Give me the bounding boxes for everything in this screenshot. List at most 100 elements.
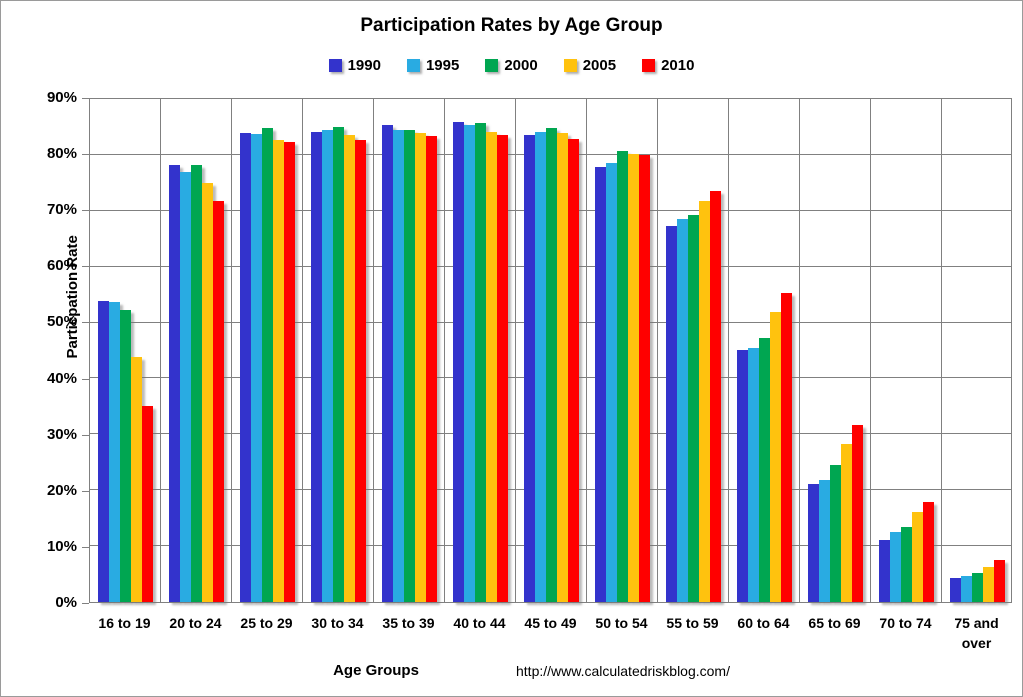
bar-1990-16-to-19 (98, 300, 109, 602)
bar-1990-70-to-74 (879, 539, 890, 602)
category-column-35-to-39 (374, 99, 445, 602)
bar-2005-35-to-39 (415, 132, 426, 602)
x-tick-label-65-to-69: 65 to 69 (808, 615, 861, 631)
x-tick-label-70-to-74: 70 to 74 (879, 615, 932, 631)
bar-2000-16-to-19 (120, 310, 131, 602)
x-tick-label-75-and-over: 75 and over (954, 615, 999, 652)
bar-1990-65-to-69 (808, 484, 819, 602)
y-tick-label-40: 40% (46, 369, 77, 387)
legend-item-1990: 1990 (328, 57, 381, 74)
bar-1990-20-to-24 (169, 165, 180, 602)
legend: 1990 1995 2000 2005 2010 (1, 57, 1022, 74)
legend-item-2005: 2005 (563, 57, 617, 74)
y-tick-mark-20 (82, 490, 89, 492)
bar-2010-55-to-59 (710, 191, 721, 602)
bar-2010-20-to-24 (213, 201, 224, 602)
bar-2000-60-to-64 (759, 337, 770, 602)
y-tick-mark-10 (82, 546, 89, 548)
bar-2005-30-to-34 (344, 134, 355, 602)
bar-2005-70-to-74 (912, 511, 923, 602)
category-column-20-to-24 (161, 99, 232, 602)
bar-2005-45-to-49 (557, 132, 568, 602)
bar-1995-70-to-74 (890, 532, 901, 602)
category-column-16-to-19 (90, 99, 161, 602)
legend-swatch-2005 (563, 59, 577, 72)
bar-1995-20-to-24 (180, 172, 191, 602)
bar-2005-60-to-64 (770, 311, 781, 602)
bar-1995-16-to-19 (109, 301, 120, 602)
bar-1995-40-to-44 (464, 125, 475, 602)
bar-1995-25-to-29 (251, 134, 262, 602)
bar-2010-35-to-39 (426, 136, 437, 602)
x-tick-label-30-to-34: 30 to 34 (311, 615, 364, 631)
legend-item-1995: 1995 (406, 57, 460, 74)
y-tick-mark-0 (82, 603, 89, 604)
legend-label-1995: 1995 (425, 57, 460, 74)
y-tick-mark-90 (82, 98, 89, 99)
x-axis-title: Age Groups (333, 662, 419, 679)
bar-1995-50-to-54 (606, 163, 617, 602)
bar-2005-50-to-54 (628, 154, 639, 602)
chart-title: Participation Rates by Age Group (360, 15, 663, 36)
y-tick-label-70: 70% (46, 201, 77, 219)
y-tick-label-80: 80% (46, 145, 77, 163)
bar-2005-75-and-over (983, 567, 994, 602)
x-tick-label-35-to-39: 35 to 39 (382, 615, 435, 631)
x-tick-label-45-to-49: 45 to 49 (524, 615, 577, 631)
legend-label-2010: 2010 (661, 57, 695, 74)
category-column-60-to-64 (729, 99, 800, 602)
y-tick-label-20: 20% (46, 481, 77, 499)
y-tick-label-10: 10% (46, 537, 77, 555)
bar-2010-75-and-over (994, 560, 1005, 602)
bar-2010-16-to-19 (142, 406, 153, 602)
category-column-25-to-29 (232, 99, 303, 602)
bar-1990-75-and-over (950, 577, 961, 602)
bar-2005-20-to-24 (202, 183, 213, 602)
bar-2010-65-to-69 (852, 424, 863, 602)
x-tick-label-40-to-44: 40 to 44 (453, 615, 506, 631)
bar-2000-50-to-54 (617, 150, 628, 602)
bar-2010-60-to-64 (781, 292, 792, 602)
bar-1990-25-to-29 (240, 133, 251, 602)
bar-1995-55-to-59 (677, 219, 688, 602)
bar-2010-45-to-49 (568, 139, 579, 602)
legend-swatch-2000 (485, 59, 499, 72)
bar-2000-25-to-29 (262, 127, 273, 602)
category-column-50-to-54 (587, 99, 658, 602)
legend-item-2010: 2010 (642, 57, 694, 74)
bar-2000-40-to-44 (475, 122, 486, 602)
bar-2005-40-to-44 (486, 132, 497, 602)
category-column-30-to-34 (303, 99, 374, 602)
category-column-70-to-74 (871, 99, 942, 602)
source-url: http://www.calculatedriskblog.com/ (516, 663, 730, 679)
y-tick-label-50: 50% (46, 313, 77, 331)
bar-2005-25-to-29 (273, 139, 284, 602)
x-tick-label-25-to-29: 25 to 29 (240, 615, 293, 631)
bar-2000-70-to-74 (901, 526, 912, 602)
y-tick-mark-70 (82, 210, 89, 212)
bar-2000-75-and-over (972, 572, 983, 602)
bar-1995-75-and-over (961, 576, 972, 602)
x-tick-label-50-to-54: 50 to 54 (595, 615, 648, 631)
bar-2000-65-to-69 (830, 464, 841, 602)
bar-2000-55-to-59 (688, 214, 699, 602)
x-tick-label-55-to-59: 55 to 59 (666, 615, 719, 631)
bar-2010-40-to-44 (497, 134, 508, 602)
x-tick-label-20-to-24: 20 to 24 (169, 615, 222, 631)
legend-swatch-2010 (642, 59, 656, 72)
legend-label-2005: 2005 (582, 57, 617, 74)
y-tick-label-0: 0% (55, 594, 77, 611)
bar-1995-60-to-64 (748, 348, 759, 602)
bar-2005-55-to-59 (699, 200, 710, 602)
bar-1990-40-to-44 (453, 122, 464, 602)
y-tick-mark-40 (82, 378, 89, 380)
y-tick-mark-60 (82, 266, 89, 268)
category-column-75-and-over (942, 99, 1013, 602)
bar-1995-65-to-69 (819, 479, 830, 602)
y-tick-mark-50 (82, 322, 89, 324)
bar-1990-35-to-39 (382, 125, 393, 602)
y-tick-label-90: 90% (46, 89, 77, 106)
bar-1990-45-to-49 (524, 135, 535, 602)
bar-2010-25-to-29 (284, 142, 295, 602)
